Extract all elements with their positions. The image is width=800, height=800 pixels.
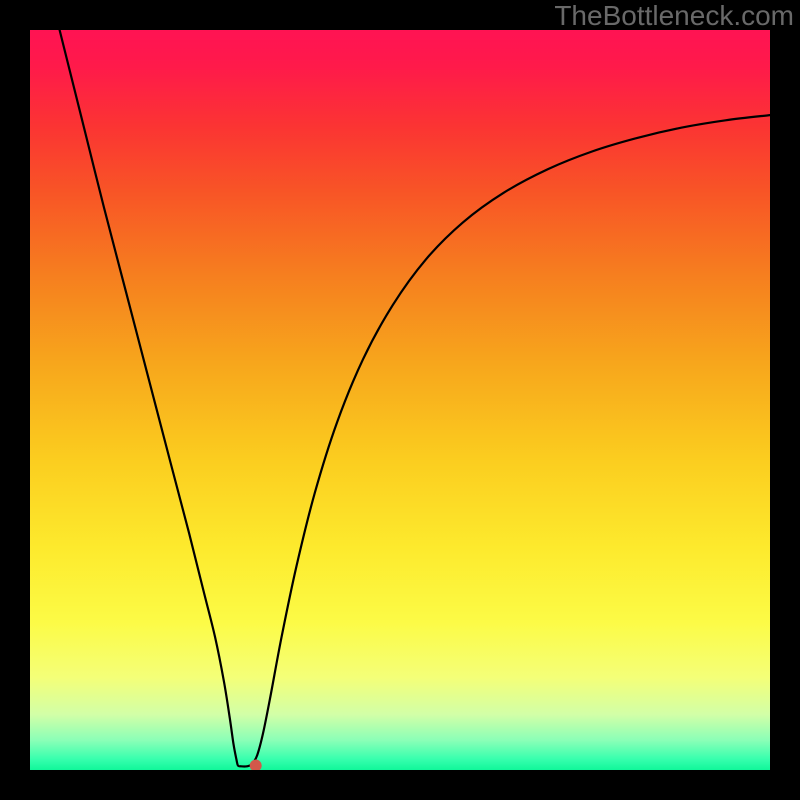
chart-stage: TheBottleneck.com [0,0,800,800]
optimal-point-marker [250,760,262,772]
plot-background-gradient [30,30,770,770]
bottleneck-chart-svg [0,0,800,800]
